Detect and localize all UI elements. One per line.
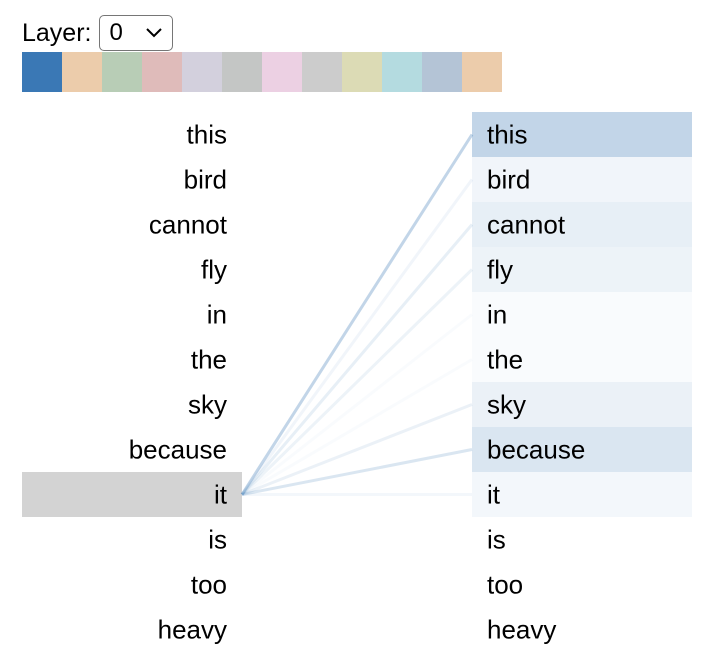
head-swatch-0[interactable] <box>22 52 62 92</box>
left-token[interactable]: cannot <box>22 202 242 247</box>
attention-line <box>240 223 474 496</box>
right-token-background <box>472 382 692 427</box>
head-swatch-10[interactable] <box>422 52 462 92</box>
head-swatch-1[interactable] <box>62 52 102 92</box>
left-token[interactable]: it <box>22 472 242 517</box>
left-token-label: too <box>191 570 227 600</box>
attention-line <box>241 448 473 496</box>
right-token[interactable]: heavy <box>472 607 692 652</box>
left-token-label: cannot <box>149 210 228 240</box>
layer-control: Layer: 0 <box>22 14 174 52</box>
left-token-label: fly <box>201 255 227 285</box>
layer-label: Layer: <box>22 18 92 47</box>
right-token[interactable]: cannot <box>472 202 692 247</box>
left-token-label: bird <box>184 165 227 195</box>
right-token-label: this <box>487 120 527 150</box>
right-token-label: bird <box>487 165 530 195</box>
right-token[interactable]: in <box>472 292 692 337</box>
attention-line <box>241 403 473 496</box>
left-token-background <box>22 517 242 562</box>
right-token[interactable]: because <box>472 427 692 472</box>
left-token[interactable]: heavy <box>22 607 242 652</box>
right-token-label: too <box>487 570 523 600</box>
left-token-label: in <box>207 300 227 330</box>
left-token-background <box>22 382 242 427</box>
left-token-label: this <box>187 120 227 150</box>
left-token[interactable]: in <box>22 292 242 337</box>
right-token-background <box>472 157 692 202</box>
left-token-label: it <box>214 480 228 510</box>
left-token-label: is <box>208 525 227 555</box>
right-token[interactable]: sky <box>472 382 692 427</box>
right-token[interactable]: is <box>472 517 692 562</box>
right-token-background <box>472 427 692 472</box>
right-token-background <box>472 202 692 247</box>
right-token-label: fly <box>487 255 513 285</box>
head-color-swatches <box>22 52 502 92</box>
left-token-column: this bird cannot fly in the sky because it is too h… <box>22 112 242 652</box>
left-token[interactable]: is <box>22 517 242 562</box>
head-swatch-4[interactable] <box>182 52 222 92</box>
right-token-column: this bird cannot fly in the sky because it is too h… <box>472 112 692 652</box>
attention-line <box>240 178 474 496</box>
right-token[interactable]: this <box>472 112 692 157</box>
left-token-background <box>22 202 242 247</box>
right-token-label: in <box>487 300 507 330</box>
head-swatch-2[interactable] <box>102 52 142 92</box>
left-token-background <box>22 337 242 382</box>
left-token-label: because <box>129 435 227 465</box>
head-swatch-6[interactable] <box>262 52 302 92</box>
right-token[interactable]: too <box>472 562 692 607</box>
left-token[interactable]: sky <box>22 382 242 427</box>
left-token[interactable]: fly <box>22 247 242 292</box>
chevron-down-icon <box>146 28 163 38</box>
layer-select-value: 0 <box>109 19 123 46</box>
left-token-background <box>22 247 242 292</box>
head-swatch-3[interactable] <box>142 52 182 92</box>
attention-line <box>242 360 472 495</box>
right-token-label: it <box>487 480 501 510</box>
left-token-background <box>22 292 242 337</box>
left-token[interactable]: this <box>22 112 242 157</box>
right-token-background <box>472 472 692 517</box>
right-token[interactable]: fly <box>472 247 692 292</box>
right-token-label: is <box>487 525 506 555</box>
right-token-label: the <box>487 345 523 375</box>
head-swatch-7[interactable] <box>302 52 342 92</box>
head-swatch-11[interactable] <box>462 52 502 92</box>
left-token-background <box>22 427 242 472</box>
left-token[interactable]: bird <box>22 157 242 202</box>
left-token-background <box>22 562 242 607</box>
head-swatch-8[interactable] <box>342 52 382 92</box>
left-token[interactable]: because <box>22 427 242 472</box>
left-token-background <box>22 112 242 157</box>
left-token[interactable]: the <box>22 337 242 382</box>
attention-line <box>240 268 474 496</box>
right-token-background <box>472 247 692 292</box>
right-token-label: cannot <box>487 210 566 240</box>
head-swatch-9[interactable] <box>382 52 422 92</box>
left-token-background <box>22 607 242 652</box>
left-token-background <box>22 157 242 202</box>
left-token[interactable]: too <box>22 562 242 607</box>
attention-line <box>240 133 474 496</box>
right-token-label: sky <box>487 390 526 420</box>
right-token[interactable]: it <box>472 472 692 517</box>
left-token-label: sky <box>188 390 227 420</box>
head-swatch-5[interactable] <box>222 52 262 92</box>
attention-lines <box>240 133 474 496</box>
left-token-background <box>22 472 242 517</box>
right-token-label: because <box>487 435 585 465</box>
left-token-label: the <box>191 345 227 375</box>
left-token-label: heavy <box>158 615 227 645</box>
layer-select[interactable]: 0 <box>99 15 174 51</box>
right-token-label: heavy <box>487 615 556 645</box>
right-token[interactable]: the <box>472 337 692 382</box>
attention-line <box>242 315 472 495</box>
right-token[interactable]: bird <box>472 157 692 202</box>
right-token-background <box>472 112 692 157</box>
